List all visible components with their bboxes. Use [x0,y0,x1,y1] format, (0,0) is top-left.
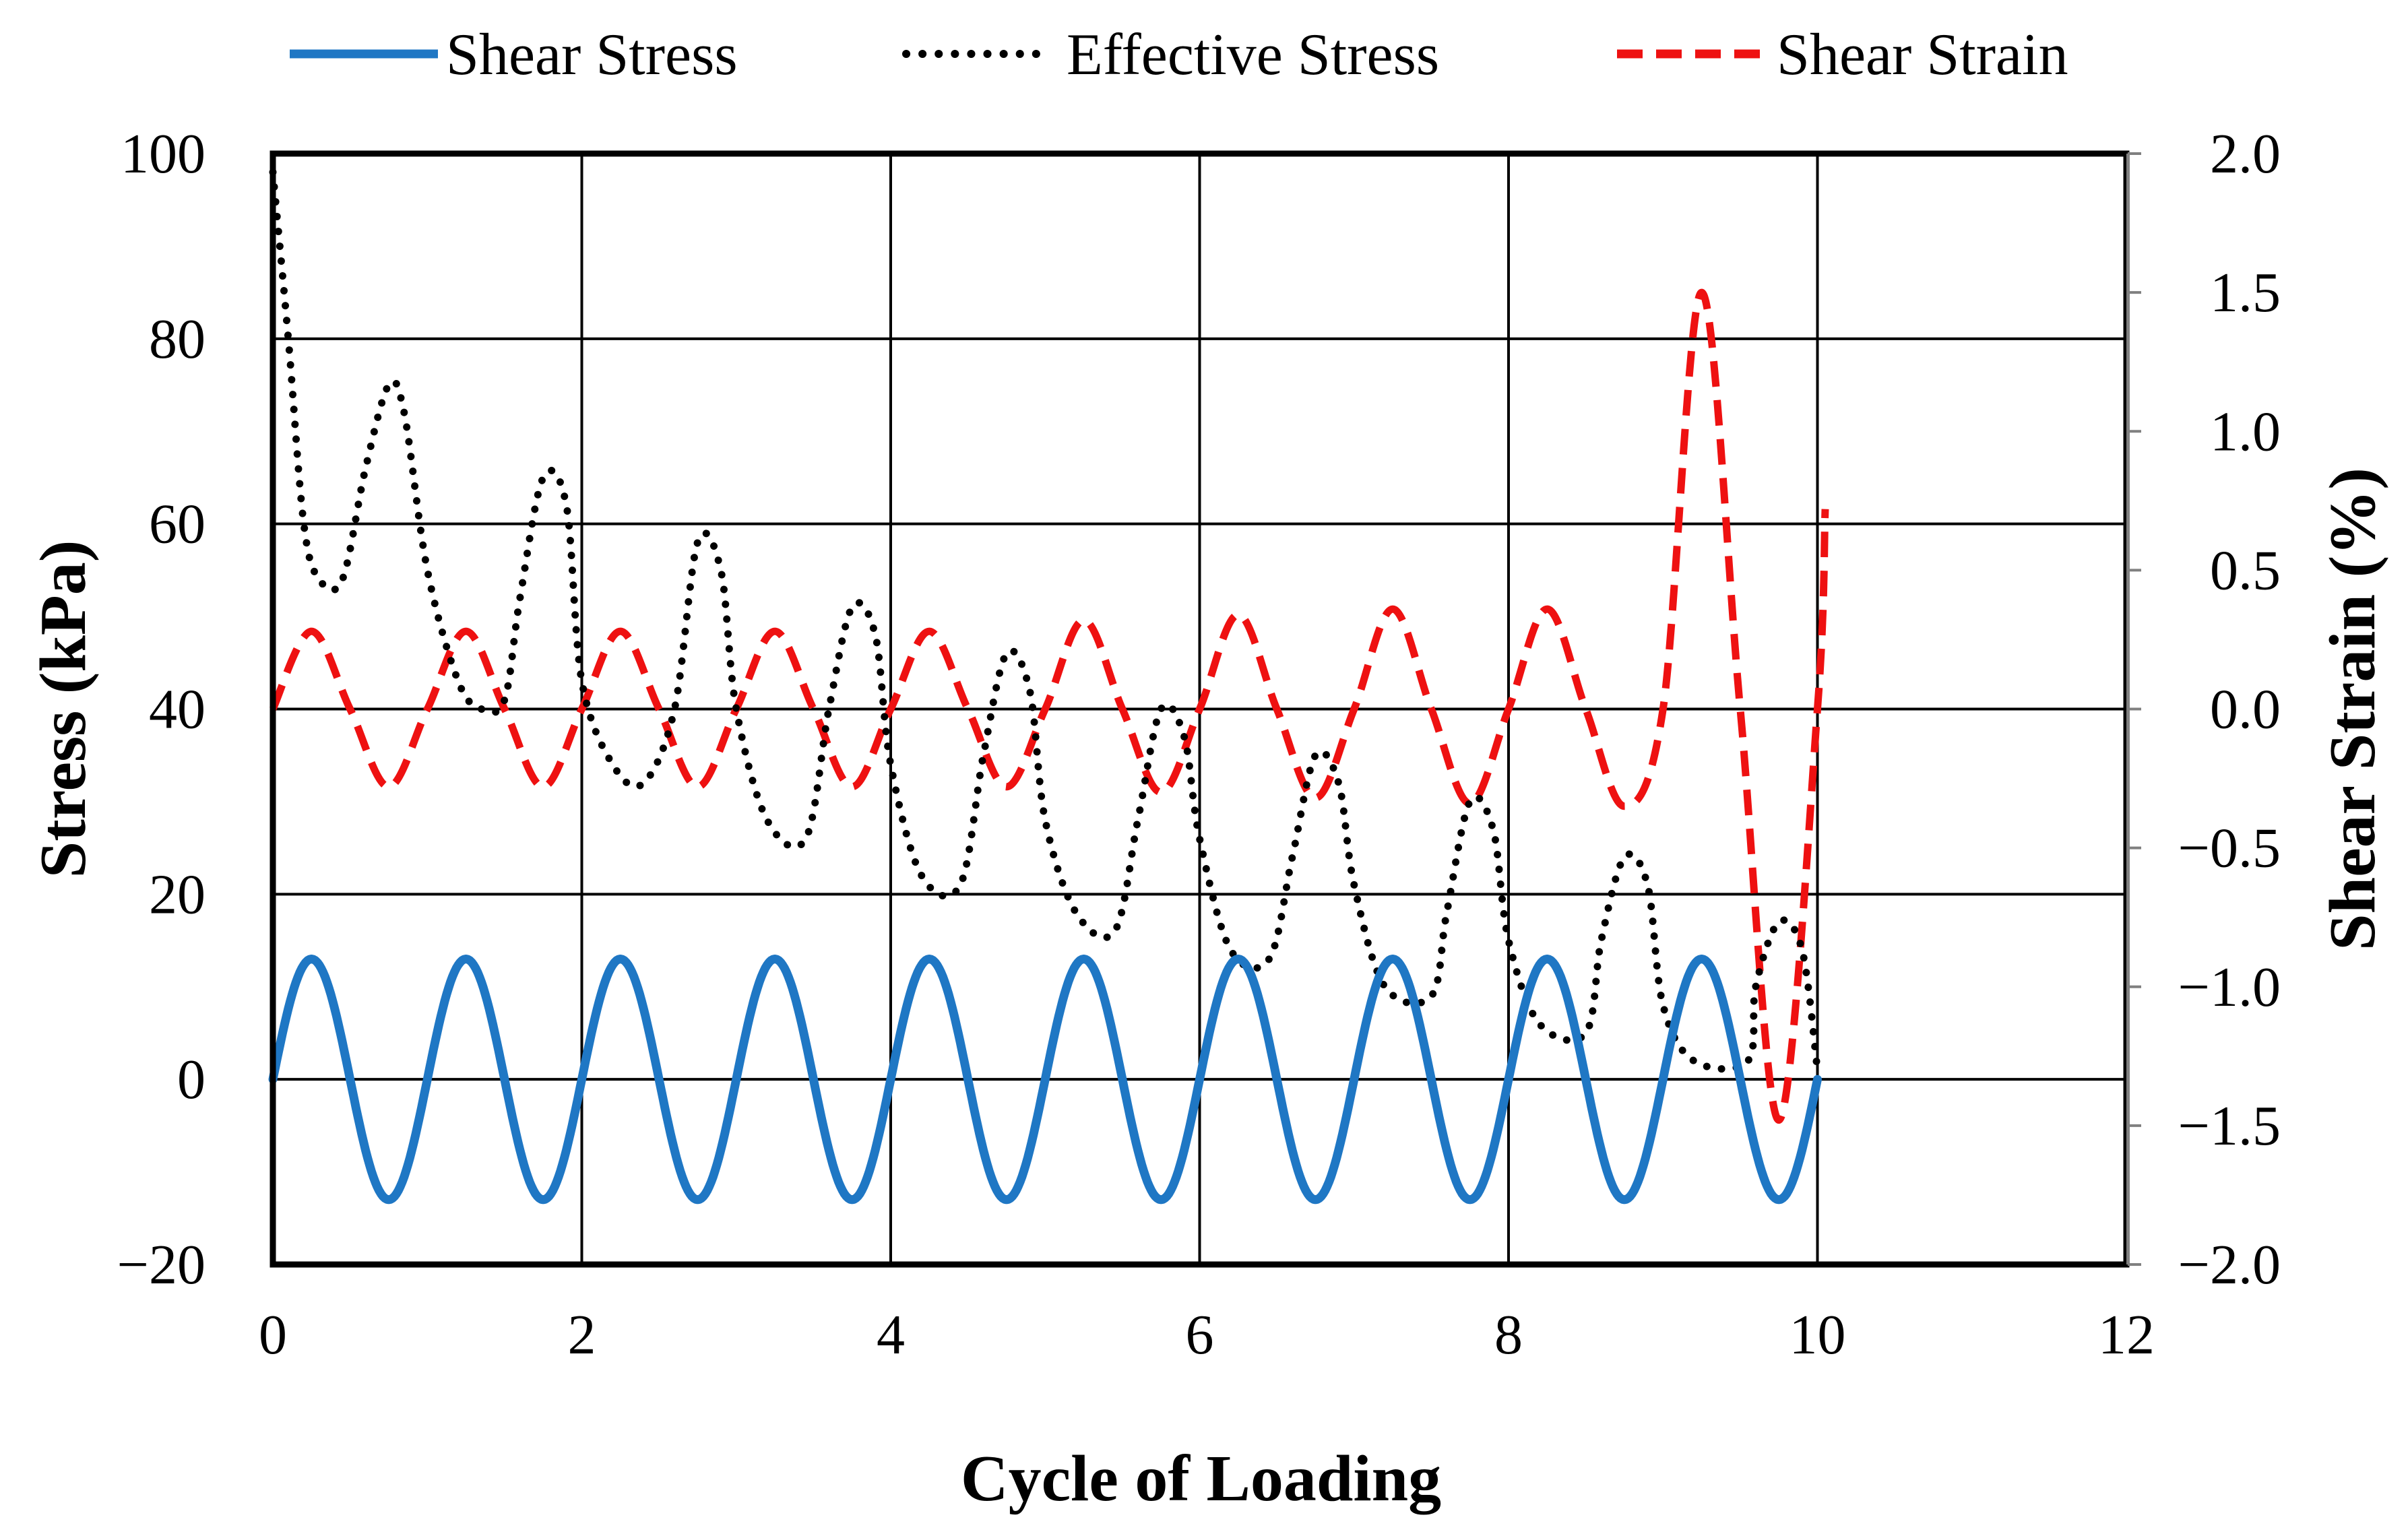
y2-tick-label: 1.0 [2210,400,2281,463]
y2-tick-label: −0.5 [2178,817,2281,880]
x-tick-label: 10 [1789,1304,1846,1366]
y2-tick-label: −2.0 [2178,1233,2281,1296]
y-tick-label: 60 [149,493,205,556]
series-line-shear-strain [269,288,1829,1124]
series-line-shear-stress [268,955,1822,1205]
x-tick-label: 2 [568,1304,596,1366]
series-layer [268,168,1829,1205]
x-tick-label: 12 [2098,1304,2155,1366]
tick-labels: 0 2 4 6 8 10 12 −20 0 20 40 60 80 100 −2.0 −1.5 −1.0 −0.5… [117,123,2281,1366]
y-tick-label: 0 [177,1048,205,1111]
x-tick-label: 8 [1494,1304,1523,1366]
y-tick-label: 100 [121,123,205,185]
x-tick-label: 6 [1186,1304,1214,1366]
y-tick-label: 20 [149,863,205,926]
y2-tick-label: −1.5 [2178,1095,2281,1157]
legend: Shear Stress Effective Stress Shear Stra… [290,22,2068,88]
y-tick-label: 80 [149,308,205,371]
y2-tick-label: 1.5 [2210,261,2281,324]
y2-tick-label: 2.0 [2210,123,2281,185]
y2-tick-label: 0.5 [2210,539,2281,602]
x-axis-title: Cycle of Loading [961,1442,1441,1515]
y-tick-label: 40 [149,678,205,741]
y-tick-label: −20 [117,1233,205,1296]
legend-label-shear-strain: Shear Strain [1777,22,2068,88]
x-tick-label: 4 [877,1304,905,1366]
legend-label-effective-stress: Effective Stress [1067,22,1439,88]
y-axis-title: Stress (kPa) [27,540,100,878]
y2-tick-label: 0.0 [2210,678,2281,741]
x-tick-label: 0 [259,1304,287,1366]
y2-axis-title: Shear Strain (%) [2316,468,2389,951]
legend-label-shear-stress: Shear Stress [446,22,738,88]
y2-tick-label: −1.0 [2178,956,2281,1019]
